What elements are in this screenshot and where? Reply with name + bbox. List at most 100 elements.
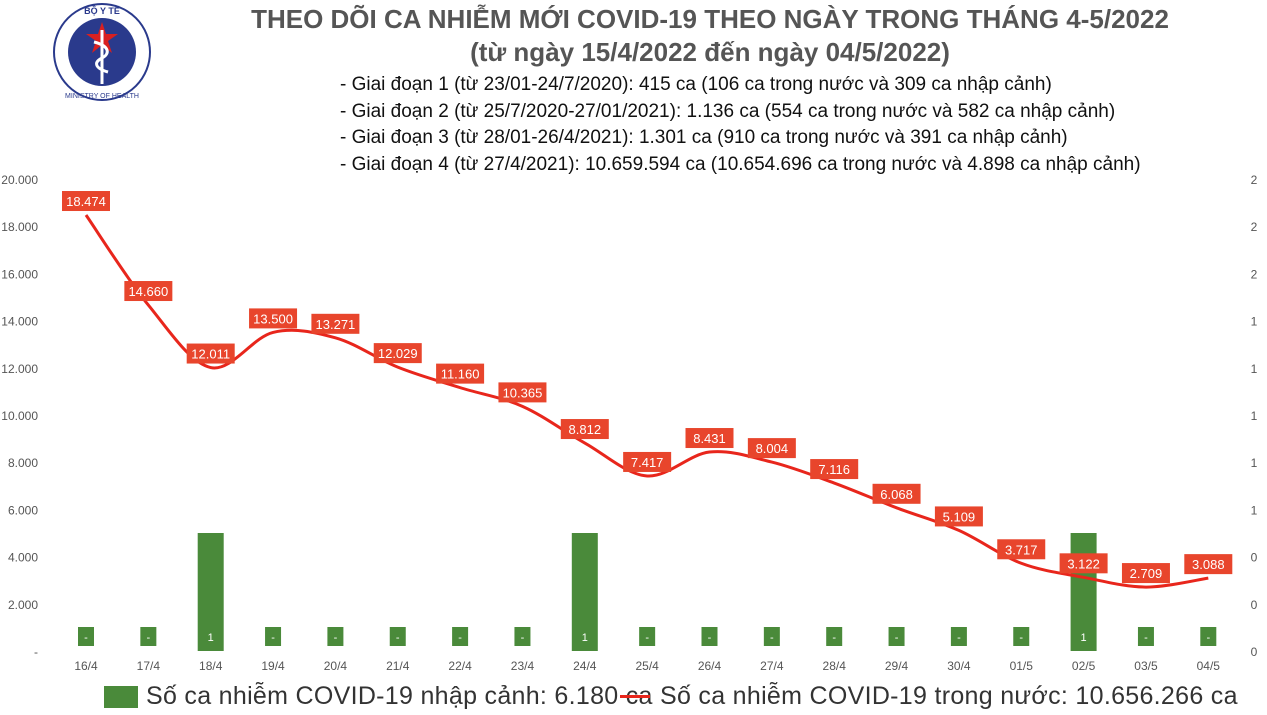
bar-data-label: - (334, 632, 338, 644)
legend-swatch-bar (104, 685, 138, 708)
bar-series: - - 1 - - - - - 1 - - - - - - - 1 - - (78, 533, 1217, 651)
left-tick-label: 10.000 (1, 409, 38, 423)
x-tick-label: 03/5 (1134, 659, 1158, 673)
bar-data-label: - (147, 632, 151, 644)
bar-data-label: 1 (208, 632, 214, 644)
right-tick-label: 0 (1251, 551, 1258, 565)
line-label-box (436, 363, 485, 384)
left-tick-label: 6.000 (8, 503, 38, 517)
bar-data-label: - (271, 632, 275, 644)
bar-stub (265, 627, 282, 646)
line-data-label: 7.417 (631, 455, 664, 470)
line-label-box (498, 382, 547, 403)
right-tick-label: 1 (1251, 362, 1258, 376)
right-tick-label: 2 (1251, 267, 1258, 281)
right-tick-label: 1 (1251, 503, 1258, 517)
period-note-2: - Giai đoạn 2 (từ 25/7/2020-27/01/2021):… (340, 100, 1116, 122)
chart-subtitle: (từ ngày 15/4/2022 đến ngày 04/5/2022) (470, 37, 950, 67)
line-label-box (373, 343, 422, 364)
line-data-label: 3.088 (1192, 557, 1225, 572)
x-tick-label: 04/5 (1197, 659, 1221, 673)
line-data-label: 6.068 (880, 487, 913, 502)
bar-data-label: - (957, 632, 961, 644)
x-tick-label: 23/4 (511, 659, 535, 673)
bar-stub (514, 627, 531, 646)
left-tick-label: 18.000 (1, 220, 38, 234)
x-tick-label: 02/5 (1072, 659, 1096, 673)
period-note-3: - Giai đoạn 3 (từ 28/01-26/4/2021): 1.30… (340, 127, 1068, 148)
bar (571, 533, 598, 651)
bar-data-label: - (1019, 632, 1023, 644)
line-label-box (747, 438, 796, 459)
line-label-box (934, 506, 983, 527)
bar-stub (639, 627, 656, 646)
bar-stub (78, 627, 94, 646)
line-label-box (311, 313, 360, 334)
bar-stub (1200, 627, 1217, 646)
x-tick-label: 18/4 (199, 659, 223, 673)
line-label-box (1184, 554, 1233, 575)
x-axis: 16/4 17/4 18/4 19/4 20/4 21/4 22/4 23/4 24/4 25/4… (74, 659, 1220, 673)
left-axis: - 2.000 4.000 6.000 8.000 10.000 12.000 14.000 1… (1, 173, 38, 659)
legend-label-domestic: Số ca nhiễm COVID-19 trong nước: 10.656.… (660, 682, 1238, 710)
line-data-label: 7.116 (818, 462, 850, 477)
bar-stub (1137, 627, 1154, 646)
bar (197, 533, 224, 651)
line-data-label: 12.011 (191, 347, 230, 362)
right-tick-label: 1 (1251, 409, 1258, 423)
x-tick-label: 28/4 (823, 659, 847, 673)
bar-data-label: - (832, 632, 836, 644)
bar-data-label: - (396, 632, 400, 644)
left-tick-label: 4.000 (8, 551, 38, 565)
line-path (84, 214, 1209, 589)
line-data-label: 18.474 (66, 194, 106, 209)
x-tick-label: 26/4 (698, 659, 722, 673)
period-notes: - Giai đoạn 1 (từ 23/01-24/7/2020): 415 … (340, 72, 1141, 178)
line-label-box (249, 308, 298, 329)
line-label-box (872, 483, 921, 504)
line-data-label: 8.004 (756, 441, 789, 456)
left-tick-label: 12.000 (1, 362, 38, 376)
right-tick-label: 1 (1251, 315, 1258, 329)
bar-stub (701, 627, 718, 646)
period-note-4: - Giai đoạn 4 (từ 27/4/2021): 10.659.594… (340, 153, 1141, 175)
left-tick-label: 2.000 (8, 598, 38, 612)
bar-stub (1013, 627, 1030, 646)
bar-stub (327, 627, 344, 646)
line-label-box (1121, 563, 1170, 584)
left-tick-label: 20.000 (1, 173, 38, 187)
x-tick-label: 29/4 (885, 659, 909, 673)
x-tick-label: 20/4 (324, 659, 348, 673)
line-label-box (810, 459, 859, 480)
x-tick-label: 22/4 (448, 659, 472, 673)
line-label-box (560, 419, 609, 440)
bar-stub (888, 627, 905, 646)
left-tick-label: 8.000 (8, 456, 38, 470)
x-tick-label: 30/4 (947, 659, 971, 673)
bar-stub (389, 627, 406, 646)
bar-data-label: - (1206, 632, 1210, 644)
bar-data-label: - (770, 632, 774, 644)
bar-stub (452, 627, 469, 646)
right-tick-label: 0 (1251, 645, 1258, 659)
line-data-label: 10.365 (503, 385, 543, 400)
line-data-label: 11.160 (441, 367, 480, 382)
bar-stub (950, 627, 967, 646)
bar-data-label: - (645, 632, 649, 644)
legend: Số ca nhiễm COVID-19 nhập cảnh: 6.180 ca… (0, 680, 1267, 715)
line-data-label: 3.122 (1067, 556, 1100, 571)
line-series: 18.474 14.660 12.011 13.500 13.271 12.029 11.1… (62, 191, 1233, 589)
line-data-label: 8.431 (693, 431, 726, 446)
line-label-box (186, 343, 235, 364)
line-data-label: 3.717 (1005, 542, 1038, 557)
bar-data-label: - (84, 632, 88, 644)
legend-swatch-line (620, 695, 650, 698)
line-label-box (685, 428, 734, 449)
x-tick-label: 17/4 (137, 659, 161, 673)
x-tick-label: 01/5 (1010, 659, 1034, 673)
period-note-1: - Giai đoạn 1 (từ 23/01-24/7/2020): 415 … (340, 74, 1052, 95)
left-tick-label: - (34, 645, 38, 659)
left-tick-label: 16.000 (1, 267, 38, 281)
bar-data-label: - (895, 632, 899, 644)
legend-item-domestic: Số ca nhiễm COVID-19 trong nước: 10.656.… (620, 682, 1238, 711)
